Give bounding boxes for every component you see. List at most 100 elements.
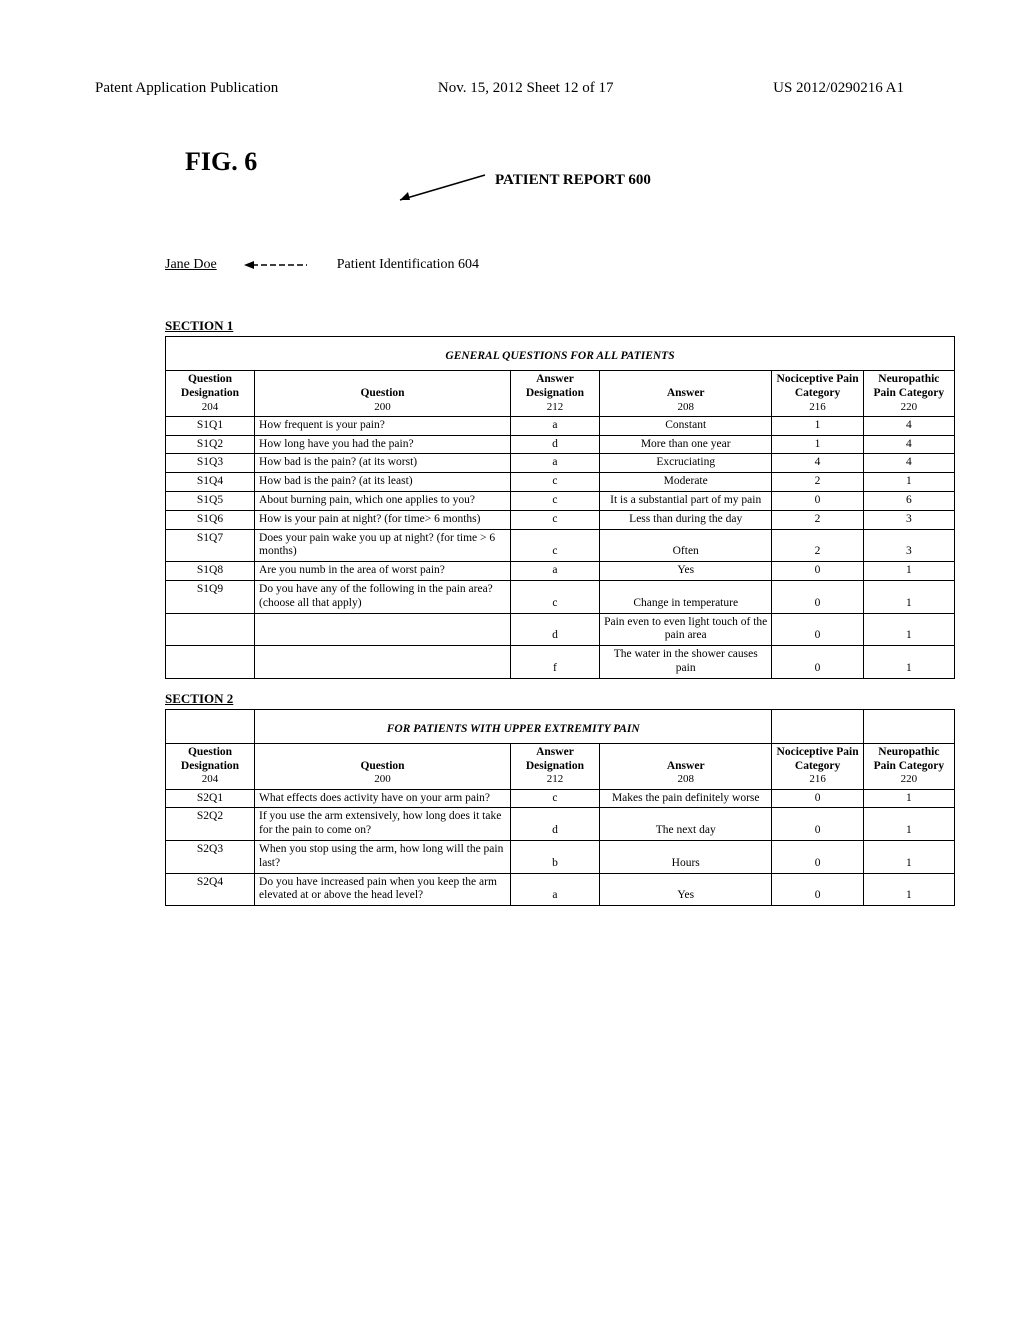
col-n1-2: Nociceptive Pain Category216 — [772, 743, 863, 789]
section1-title-row: GENERAL QUESTIONS FOR ALL PATIENTS — [166, 337, 955, 371]
question-designation: S1Q8 — [166, 562, 255, 581]
neuropathic-score: 1 — [863, 562, 954, 581]
question-text: Do you have any of the following in the … — [255, 580, 511, 613]
neuropathic-score: 6 — [863, 491, 954, 510]
answer-text: Hours — [599, 840, 772, 873]
nociceptive-score: 4 — [772, 454, 863, 473]
nociceptive-score: 0 — [772, 646, 863, 679]
col-qd: Question Designation204 — [166, 371, 255, 417]
question-text: Does your pain wake you up at night? (fo… — [255, 529, 511, 562]
question-text — [255, 646, 511, 679]
answer-designation: a — [510, 562, 599, 581]
nociceptive-score: 1 — [772, 435, 863, 454]
answer-text: It is a substantial part of my pain — [599, 491, 771, 510]
answer-designation: a — [510, 454, 599, 473]
answer-text: Makes the pain definitely worse — [599, 789, 772, 808]
answer-designation: d — [510, 435, 599, 454]
column-header-row: Question Designation204 Question200 Answ… — [166, 371, 955, 417]
answer-designation: c — [510, 510, 599, 529]
neuropathic-score: 4 — [863, 454, 954, 473]
question-designation: S2Q3 — [166, 840, 255, 873]
table-row: S1Q6How is your pain at night? (for time… — [166, 510, 955, 529]
nociceptive-score: 0 — [772, 873, 863, 906]
question-designation: S1Q9 — [166, 580, 255, 613]
question-text: What effects does activity have on your … — [255, 789, 511, 808]
col-a: Answer208 — [599, 371, 771, 417]
answer-designation: c — [510, 473, 599, 492]
patient-id-row: Jane Doe Patient Identification 604 — [165, 257, 964, 273]
question-designation — [166, 646, 255, 679]
nociceptive-score: 2 — [772, 473, 863, 492]
page-header: Patent Application Publication Nov. 15, … — [95, 80, 964, 97]
table-row: fThe water in the shower causes pain01 — [166, 646, 955, 679]
question-designation: S1Q3 — [166, 454, 255, 473]
question-text: About burning pain, which one applies to… — [255, 491, 511, 510]
answer-designation: c — [510, 529, 599, 562]
column-header-row-2: Question Designation204 Question200 Answ… — [166, 743, 955, 789]
col-n2: Neuropathic Pain Category220 — [863, 371, 954, 417]
section2-title: FOR PATIENTS WITH UPPER EXTREMITY PAIN — [255, 709, 772, 743]
col-ad-2: Answer Designation212 — [510, 743, 599, 789]
neuropathic-score: 1 — [863, 580, 954, 613]
answer-text: Excruciating — [599, 454, 771, 473]
table-row: S2Q2If you use the arm extensively, how … — [166, 808, 955, 841]
answer-text: Pain even to even light touch of the pai… — [599, 613, 771, 646]
section1-table: GENERAL QUESTIONS FOR ALL PATIENTS Quest… — [165, 336, 955, 679]
question-designation: S2Q2 — [166, 808, 255, 841]
table-row: S1Q7Does your pain wake you up at night?… — [166, 529, 955, 562]
header-center: Nov. 15, 2012 Sheet 12 of 17 — [438, 80, 614, 97]
question-text: How long have you had the pain? — [255, 435, 511, 454]
neuropathic-score: 1 — [863, 646, 954, 679]
table-row: S1Q2How long have you had the pain?dMore… — [166, 435, 955, 454]
nociceptive-score: 0 — [772, 580, 863, 613]
header-left: Patent Application Publication — [95, 80, 278, 97]
table-row: S2Q3When you stop using the arm, how lon… — [166, 840, 955, 873]
section2-label: SECTION 2 — [165, 691, 964, 707]
nociceptive-score: 0 — [772, 491, 863, 510]
answer-designation: c — [510, 580, 599, 613]
neuropathic-score: 3 — [863, 510, 954, 529]
question-text: When you stop using the arm, how long wi… — [255, 840, 511, 873]
answer-designation: a — [510, 416, 599, 435]
nociceptive-score: 0 — [772, 613, 863, 646]
answer-text: More than one year — [599, 435, 771, 454]
table-row: S1Q5About burning pain, which one applie… — [166, 491, 955, 510]
section2-table: FOR PATIENTS WITH UPPER EXTREMITY PAIN Q… — [165, 709, 955, 906]
question-text: If you use the arm extensively, how long… — [255, 808, 511, 841]
col-qd-2: Question Designation204 — [166, 743, 255, 789]
neuropathic-score: 1 — [863, 808, 954, 841]
answer-designation: b — [510, 840, 599, 873]
neuropathic-score: 4 — [863, 435, 954, 454]
question-text: How bad is the pain? (at its least) — [255, 473, 511, 492]
answer-text: Yes — [599, 873, 772, 906]
section2-title-row: FOR PATIENTS WITH UPPER EXTREMITY PAIN — [166, 709, 955, 743]
neuropathic-score: 1 — [863, 873, 954, 906]
nociceptive-score: 0 — [772, 808, 863, 841]
question-text: How is your pain at night? (for time> 6 … — [255, 510, 511, 529]
question-designation: S1Q6 — [166, 510, 255, 529]
nociceptive-score: 0 — [772, 789, 863, 808]
answer-text: The next day — [599, 808, 772, 841]
col-ad: Answer Designation212 — [510, 371, 599, 417]
patient-name: Jane Doe — [165, 257, 217, 273]
question-designation: S1Q5 — [166, 491, 255, 510]
col-q: Question200 — [255, 371, 511, 417]
answer-text: Often — [599, 529, 771, 562]
table-row: S1Q8Are you numb in the area of worst pa… — [166, 562, 955, 581]
question-designation: S1Q4 — [166, 473, 255, 492]
answer-text: The water in the shower causes pain — [599, 646, 771, 679]
col-a-2: Answer208 — [599, 743, 772, 789]
question-designation: S1Q2 — [166, 435, 255, 454]
nociceptive-score: 0 — [772, 562, 863, 581]
question-designation: S2Q4 — [166, 873, 255, 906]
answer-designation: d — [510, 808, 599, 841]
nociceptive-score: 2 — [772, 510, 863, 529]
report-title: PATIENT REPORT 600 — [495, 172, 651, 189]
table-row: S1Q1How frequent is your pain?aConstant1… — [166, 416, 955, 435]
arrow-diagonal-icon — [390, 167, 500, 207]
answer-designation: d — [510, 613, 599, 646]
question-designation: S2Q1 — [166, 789, 255, 808]
neuropathic-score: 4 — [863, 416, 954, 435]
answer-designation: c — [510, 491, 599, 510]
nociceptive-score: 0 — [772, 840, 863, 873]
